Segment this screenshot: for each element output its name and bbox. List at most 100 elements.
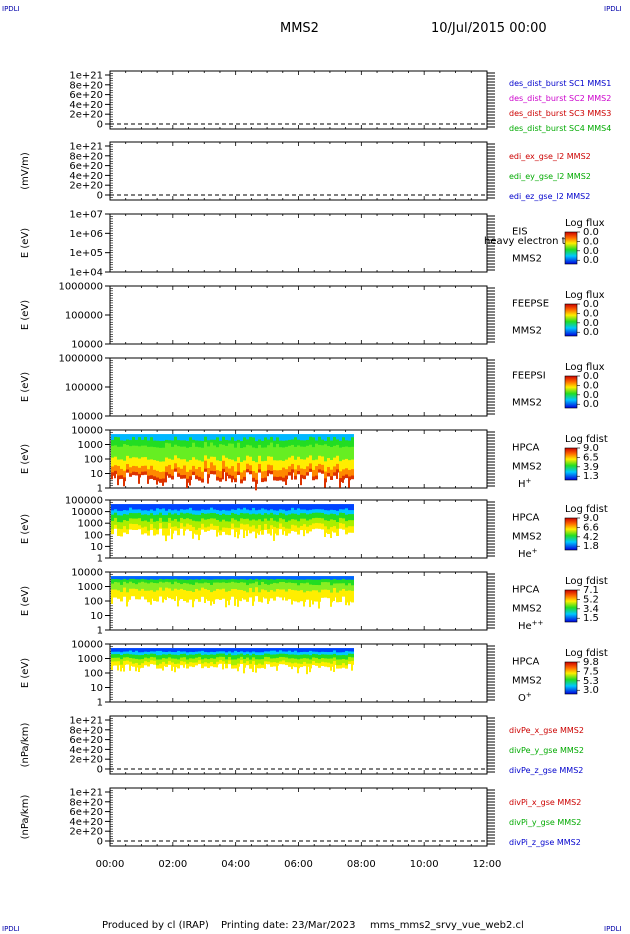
spectrogram-cell (315, 472, 318, 477)
spectrogram-cell (204, 648, 207, 650)
spectrogram-cell (255, 583, 258, 585)
spectrogram-cell (351, 577, 354, 581)
spectrogram-cell (279, 521, 282, 524)
spectrogram-cell (336, 447, 339, 451)
spectrogram-cell (129, 664, 132, 666)
spectrogram-cell (129, 583, 132, 586)
spectrogram-cell (183, 579, 186, 582)
spectrogram-cell (141, 657, 144, 660)
spectrogram-cell (333, 448, 336, 453)
spectrogram-cell (228, 589, 231, 592)
spectrogram-cell (168, 505, 171, 509)
spectrogram-cell (213, 504, 216, 507)
spectrogram-cell (150, 446, 153, 451)
spectrogram-cell (288, 448, 291, 453)
spectrogram-cell (339, 524, 342, 528)
spectrogram-cell (189, 597, 192, 600)
spectrogram-cell (312, 523, 315, 526)
spectrogram-cell (189, 594, 192, 597)
spectrogram-cell (147, 596, 150, 599)
spectrogram-cell (138, 580, 141, 584)
spectrogram-cell (123, 581, 126, 584)
spectrogram-cell (336, 517, 339, 521)
spectrogram-cell (345, 474, 348, 479)
spectrogram-cell (333, 472, 336, 476)
spectrogram-cell (183, 437, 186, 441)
spectrogram-cell (282, 434, 285, 438)
spectrogram-cell (327, 466, 330, 471)
spectrogram-cell (258, 592, 261, 595)
spectrogram-cell (153, 652, 156, 655)
spectrogram-cell (204, 527, 207, 530)
spectrogram-cell (258, 466, 261, 470)
spectrogram-cell (186, 451, 189, 456)
spectrogram-cell (279, 463, 282, 468)
spectrogram-cell (135, 460, 138, 464)
colorbar-tick-label: 0.0 (583, 399, 599, 410)
spectrogram-cell (207, 434, 210, 438)
spectrogram-cell (171, 579, 174, 582)
spectrogram-cell (345, 521, 348, 524)
spectrogram-cell (291, 596, 294, 600)
corner-label-top-left: IPDLI (2, 5, 20, 13)
spectrogram-cell (192, 436, 195, 441)
spectrogram-cell (243, 515, 246, 518)
spectrogram-cell (333, 596, 335, 602)
spectrogram-cell (117, 440, 120, 445)
spectrogram-cell (279, 460, 282, 465)
spectrogram-cell (246, 466, 249, 470)
spectrogram-cell (171, 443, 174, 448)
spectrogram-cell (192, 451, 195, 455)
spectrogram-cell (348, 526, 351, 529)
spectrogram-cell (117, 443, 120, 448)
colorbar-tick-label: 0.0 (583, 236, 599, 247)
spectrogram-cell (231, 589, 234, 591)
spectrogram-cell (177, 662, 180, 665)
spectrogram-cell (282, 504, 285, 507)
spectrogram-cell (126, 601, 128, 607)
spectrogram-cell (111, 651, 114, 654)
spectrogram-cell (261, 581, 264, 584)
spectrogram-cell (129, 504, 132, 507)
spectrogram-cell (267, 442, 270, 446)
spectrogram-cell (144, 514, 147, 517)
spectrogram-cell (183, 651, 186, 654)
spectrogram-cell (180, 662, 183, 664)
spectrogram-cell (291, 513, 294, 516)
spectrogram-cell (150, 509, 153, 512)
spectrogram-cell (234, 595, 237, 598)
spectrogram-cell (297, 527, 300, 531)
spectrogram-cell (126, 436, 129, 441)
spectrogram-cell (336, 442, 339, 446)
spectrogram-cell (294, 506, 297, 509)
spectrogram-cell (126, 662, 129, 665)
spectrogram-cell (219, 474, 222, 479)
spectrogram-cell (168, 509, 171, 512)
spectrogram-cell (288, 589, 291, 592)
spectrogram-cell (339, 519, 342, 522)
spectrogram-cell (243, 576, 246, 579)
spectrogram-cell (201, 660, 204, 663)
spectrogram-cell (270, 579, 273, 582)
spectrogram-cell (288, 472, 291, 476)
spectrogram-cell (333, 577, 336, 580)
spectrogram-cell (159, 648, 162, 650)
spectrogram-cell (126, 660, 129, 663)
spectrogram-cell (261, 583, 264, 586)
spectrogram-cell (282, 593, 285, 596)
colorbar-tick-label: 6.5 (583, 452, 599, 463)
spectrogram-cell (204, 651, 207, 654)
spectrogram-cell (147, 532, 150, 536)
spectrogram-cell (135, 577, 138, 580)
spectrogram-cell (123, 594, 126, 597)
spectrogram-cell (333, 451, 336, 456)
spectrogram-cell (234, 507, 237, 511)
spectrogram-cell (294, 597, 297, 600)
spectrogram-cell (273, 593, 276, 596)
spectrogram-cell (348, 581, 351, 584)
spectrogram-cell (174, 665, 177, 668)
spectrogram-cell (339, 464, 342, 469)
spectrogram-cell (189, 595, 192, 598)
spectrogram-cell (192, 650, 195, 653)
spectrogram-cell (279, 592, 282, 595)
